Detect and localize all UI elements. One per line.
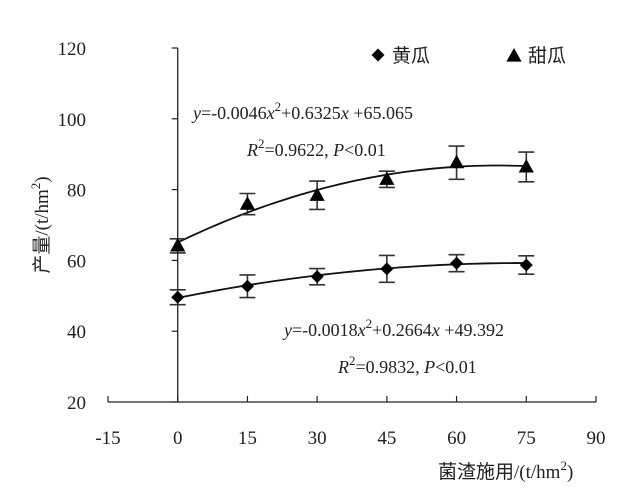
axis-titles: 菌渣施用/(t/hm2)产量/(t/hm2)	[28, 176, 573, 483]
y-tick-label: 20	[67, 393, 86, 414]
data-point-diamond	[380, 262, 394, 276]
equation-part: <0.01	[435, 357, 477, 377]
fit-curve	[177, 262, 527, 299]
legend-label: 黄瓜	[392, 45, 430, 67]
regression-equation: y=-0.0046x2​+0.6325x +65.065	[191, 99, 413, 123]
y-tick-label: 120	[58, 39, 87, 60]
axis-title-part: 2	[560, 458, 567, 473]
equation-part: R	[337, 357, 349, 377]
r-squared-label: R2​=0.9832, P<0.01	[337, 353, 477, 377]
x-tick-label: 0	[173, 428, 183, 449]
data-point-triangle	[379, 171, 395, 185]
data-point-triangle	[518, 158, 534, 173]
data-point-triangle	[448, 154, 465, 169]
y-axis-title: 产量/(t/hm2)	[28, 176, 53, 273]
equation-part: y	[191, 103, 201, 123]
equation-part: P	[332, 140, 344, 160]
axis-title-part: )	[567, 462, 573, 483]
x-axis-title: 菌渣施用/(t/hm2)	[438, 458, 573, 483]
equation-part: P	[423, 357, 435, 377]
equation-part: 2	[275, 99, 282, 114]
axis-title-part: 2	[28, 183, 43, 190]
axes	[107, 47, 597, 403]
regression-equations: y=-0.0018x2​+0.2664x +49.392 R2​=0.9832, …	[191, 99, 504, 377]
equation-part: +49.392	[440, 320, 504, 340]
axis-title-part: 产量/(t/hm	[31, 189, 53, 274]
y-tick-labels: 20 40 60 80 100 120	[58, 39, 87, 414]
equation-part: =0.9832,	[356, 357, 425, 377]
equation-part: <0.01	[344, 140, 386, 160]
x-tick-labels: -15 0 15 30 45 60 75 90	[95, 428, 605, 449]
equation-part: +65.065	[349, 103, 413, 123]
data-point-diamond	[450, 256, 464, 270]
regression-equation: y=-0.0018x2​+0.2664x +49.392	[282, 316, 504, 340]
equation-part: 2	[349, 353, 356, 368]
equation-part: x	[357, 320, 366, 340]
equation-part: R	[246, 140, 258, 160]
legend-marker	[371, 48, 385, 62]
y-tick-label: 60	[67, 251, 86, 272]
legend-label: 甜瓜	[528, 45, 566, 67]
equation-part: 2	[258, 136, 265, 151]
fit-curve	[177, 164, 527, 244]
data-point-diamond	[240, 279, 254, 293]
equation-part: =-0.0046	[201, 103, 267, 123]
x-tick-label: -15	[95, 428, 120, 449]
x-tick-label: 90	[587, 428, 606, 449]
y-tick-label: 80	[67, 181, 86, 202]
x-tick-label: 45	[377, 428, 396, 449]
axis-title-part: 菌渣施用/(t/hm	[438, 461, 561, 483]
data-point-diamond	[519, 258, 533, 272]
x-tick-label: 75	[517, 428, 536, 449]
data-point-triangle	[309, 187, 325, 201]
fit-curves	[177, 164, 527, 299]
equation-part: +0.6325	[281, 103, 341, 123]
equation-part: =0.9622,	[265, 140, 334, 160]
data-point-diamond	[310, 270, 324, 284]
equation-part: x	[266, 103, 275, 123]
equation-part: x	[431, 320, 440, 340]
data-point-diamond	[171, 290, 185, 304]
equation-part: +0.2664	[372, 320, 432, 340]
data-point-triangle	[170, 237, 186, 252]
r-squared-label: R2​=0.9622, P<0.01	[246, 136, 386, 160]
x-tick-label: 60	[447, 428, 466, 449]
axis-title-part: )	[32, 176, 53, 182]
x-tick-label: 30	[308, 428, 327, 449]
x-tick-label: 15	[238, 428, 257, 449]
legend-marker	[506, 48, 522, 62]
equation-part: y	[282, 320, 292, 340]
y-tick-label: 100	[58, 110, 87, 131]
y-tick-label: 40	[67, 322, 86, 343]
data-point-triangle	[239, 196, 256, 210]
equation-part: x	[340, 103, 349, 123]
error-bars	[169, 145, 535, 306]
equation-part: =-0.0018	[292, 320, 358, 340]
legend: 黄瓜 甜瓜	[371, 45, 566, 67]
data-markers	[170, 154, 534, 304]
equation-part: 2	[366, 316, 373, 331]
